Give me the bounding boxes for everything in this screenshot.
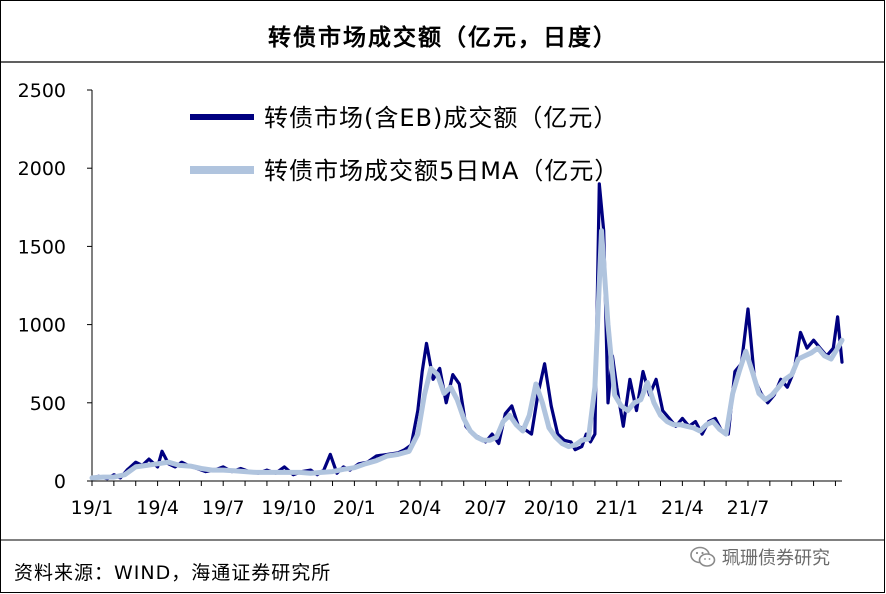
watermark-text: 珮珊债券研究: [722, 548, 830, 569]
x-tick-label: 19/4: [136, 497, 179, 519]
x-tick-label: 20/7: [464, 497, 507, 519]
x-tick-label: 19/10: [261, 497, 316, 519]
chart-legend: 转债市场(含EB)成交额（亿元） 转债市场成交额5日MA（亿元）: [190, 104, 619, 185]
y-tick-label: 500: [30, 393, 66, 415]
wechat-icon: [690, 546, 716, 567]
y-tick-label: 0: [54, 471, 66, 493]
x-tick-label: 20/4: [399, 497, 442, 519]
wechat-watermark: 珮珊债券研究: [690, 544, 830, 570]
legend-label: 转债市场(含EB)成交额（亿元）: [264, 104, 618, 132]
series-line-turnover: [90, 182, 844, 481]
chart-series: [89, 182, 845, 481]
y-tick-label: 1000: [18, 315, 66, 337]
x-tick-label: 19/1: [71, 497, 114, 519]
y-tick-label: 2500: [18, 80, 66, 102]
y-tick-label: 1500: [18, 236, 66, 258]
series-line-ma5: [89, 228, 845, 481]
x-tick-label: 21/1: [595, 497, 638, 519]
x-tick-label: 21/7: [727, 497, 770, 519]
x-tick-label: 21/4: [661, 497, 704, 519]
x-tick-label: 19/7: [202, 497, 245, 519]
legend-label: 转债市场成交额5日MA（亿元）: [264, 157, 619, 185]
chart-title: 转债市场成交额（亿元，日度）: [268, 25, 618, 51]
source-note: 资料来源：WIND，海通证券研究所: [14, 562, 332, 584]
x-tick-label: 20/1: [333, 497, 376, 519]
y-tick-label: 2000: [18, 158, 66, 180]
x-tick-label: 20/10: [524, 497, 579, 519]
chart-axes: 0 500 1000 1500 2000 2500 19/1 19/4 19/7 19/10 20/…: [18, 80, 842, 519]
